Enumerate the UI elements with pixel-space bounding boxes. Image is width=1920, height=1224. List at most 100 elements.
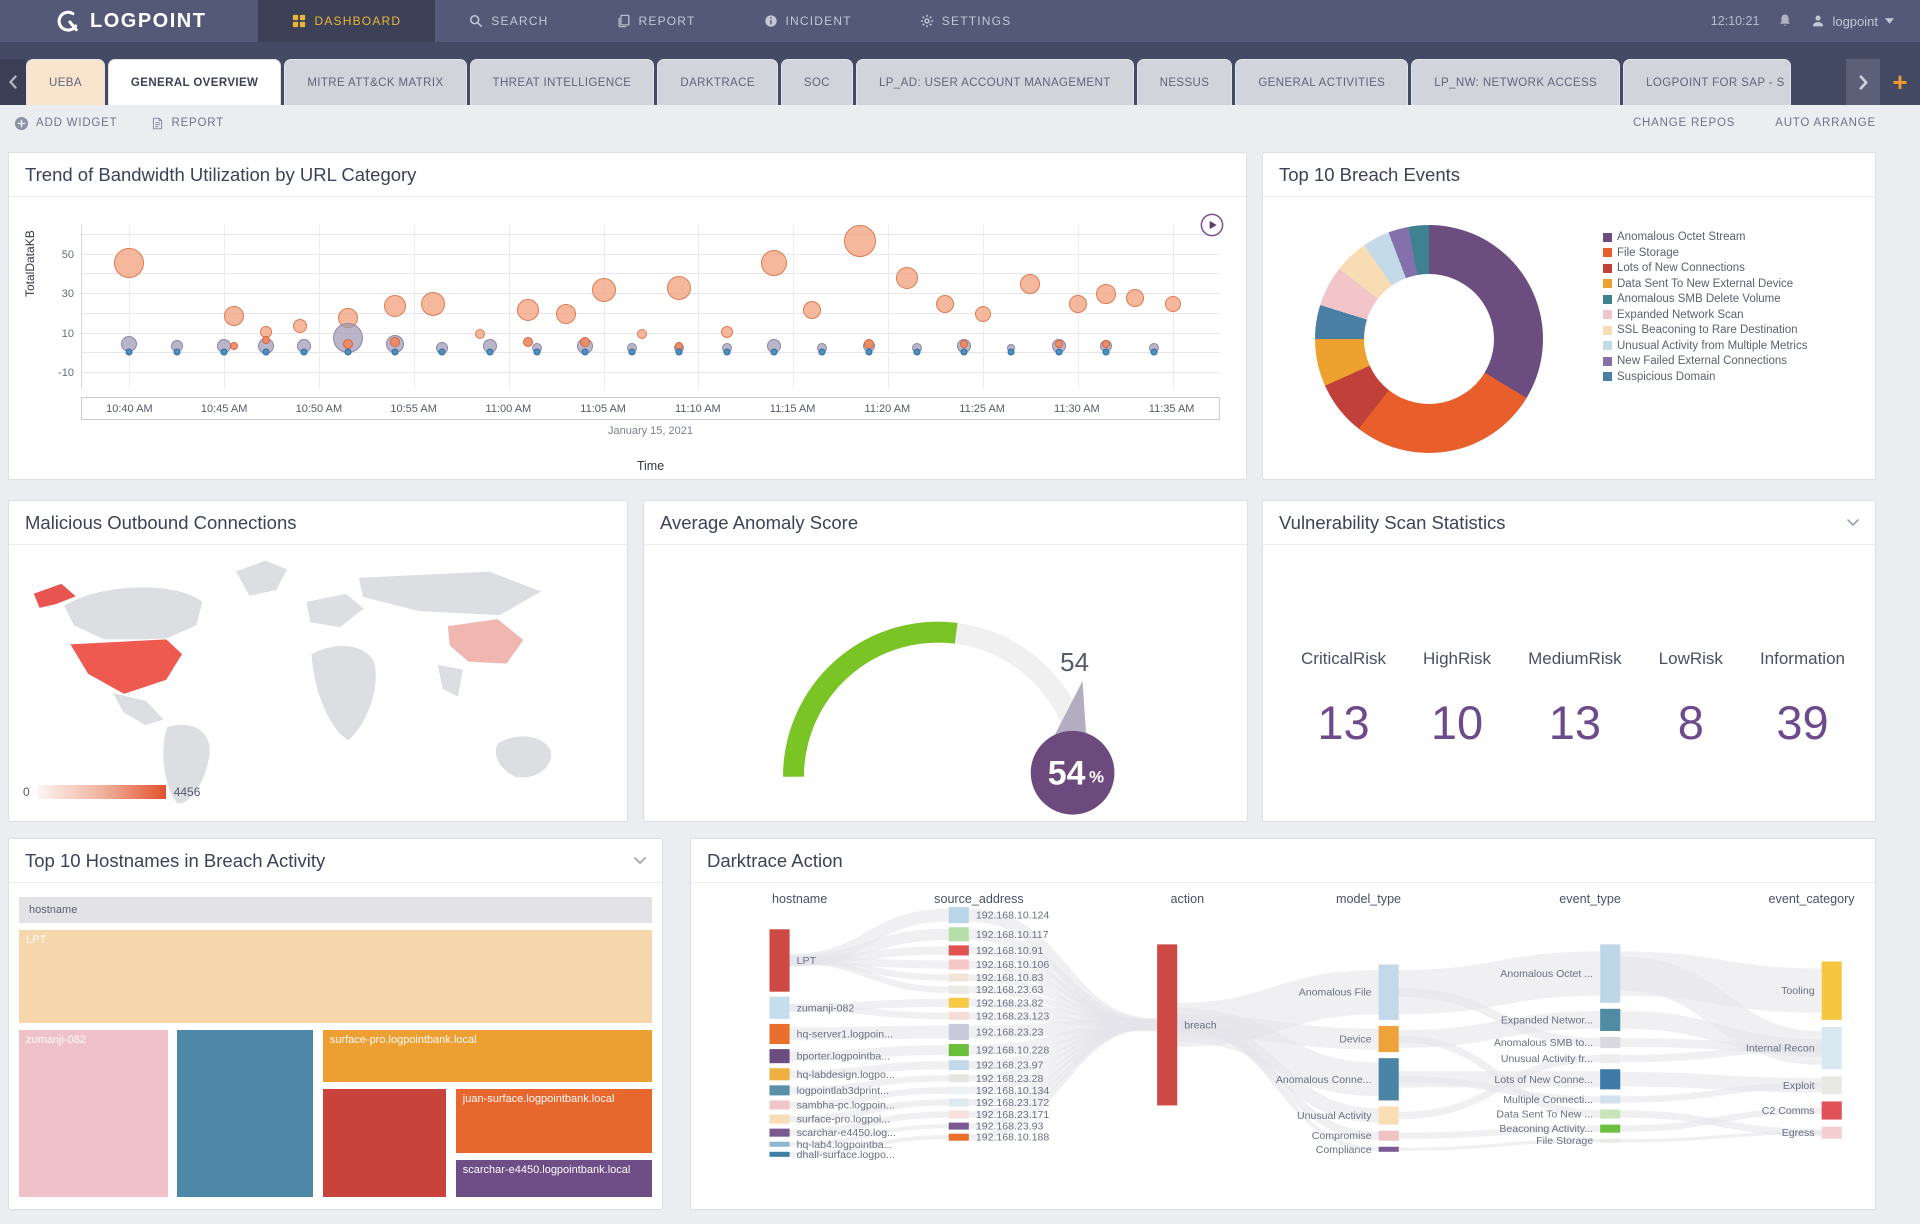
bubble-high-bandwidth[interactable] [667,276,692,301]
bubble-spot[interactable] [1054,339,1063,348]
bubble-high-bandwidth[interactable] [223,305,244,326]
bubble-low-bandwidth[interactable] [1007,348,1015,356]
bubble-high-bandwidth[interactable] [114,247,145,278]
sankey-node-internal-recon[interactable] [1821,1026,1842,1070]
add-dashboard-button[interactable]: + [1892,66,1908,97]
sankey-node-exploit[interactable] [1821,1076,1842,1095]
tab-ueba[interactable]: UEBA [26,59,105,105]
tab-lp-nw-network-access[interactable]: LP_NW: NETWORK ACCESS [1411,59,1621,105]
bubble-low-bandwidth[interactable] [675,348,683,356]
sankey-node-192-168-23-82[interactable] [948,997,969,1008]
bubble-low-bandwidth[interactable] [391,348,399,356]
tab-soc[interactable]: SOC [780,59,854,105]
report-button[interactable]: REPORT [151,116,224,131]
bubble-high-bandwidth[interactable] [843,224,876,257]
bubble-low-bandwidth[interactable] [262,348,270,356]
bubble-high-bandwidth[interactable] [636,328,647,339]
bubble-high-bandwidth[interactable] [1164,296,1181,313]
sankey-node-192-168-10-106[interactable] [948,959,969,970]
nav-item-dashboard[interactable]: DASHBOARD [258,0,436,42]
sankey-node-data-sent-to-new[interactable] [1600,1109,1621,1119]
bubble-high-bandwidth[interactable] [935,295,954,314]
sankey-node-logpointlab3dprint[interactable] [769,1085,790,1096]
bubble-high-bandwidth[interactable] [1096,284,1117,305]
bubble-low-bandwidth[interactable] [913,348,921,356]
tab-lp-ad-user-account-management[interactable]: LP_AD: USER ACCOUNT MANAGEMENT [856,59,1134,105]
bubble-spot[interactable] [864,338,875,349]
bubble-high-bandwidth[interactable] [974,305,991,322]
bubble-low-bandwidth[interactable] [125,348,133,356]
bubble-low-bandwidth[interactable] [628,348,636,356]
bubble-low-bandwidth[interactable] [300,348,308,356]
sankey-node-anomalous-conne[interactable] [1378,1058,1399,1101]
logpoint-logo[interactable]: LOGPOINT [0,0,258,42]
bubble-spot[interactable] [229,341,238,350]
sankey-node-192-168-23-171[interactable] [948,1110,969,1119]
bubble-high-bandwidth[interactable] [896,267,919,290]
bubble-high-bandwidth[interactable] [293,318,308,333]
bubble-high-bandwidth[interactable] [383,295,406,318]
bubble-low-bandwidth[interactable] [960,348,968,356]
tabs-scroll-right-button[interactable] [1846,59,1880,105]
sankey-node-compliance[interactable] [1378,1146,1399,1152]
sankey-node-unusual-activity[interactable] [1378,1106,1399,1125]
chevron-down-icon[interactable] [634,857,646,864]
chevron-down-icon[interactable] [1847,519,1859,526]
sankey-node-hq-lab4-logpointba[interactable] [769,1141,790,1147]
sankey-node-c2-comms[interactable] [1821,1101,1842,1120]
bubble-low-bandwidth[interactable] [1102,348,1110,356]
add-widget-button[interactable]: ADD WIDGET [14,116,117,131]
bubble-high-bandwidth[interactable] [420,292,445,317]
sankey-node-192-168-23-28[interactable] [948,1074,969,1083]
sankey-node-surface-pro-logpoi[interactable] [769,1114,790,1124]
sankey-node-device[interactable] [1378,1025,1399,1053]
tab-general-overview[interactable]: GENERAL OVERVIEW [107,59,282,105]
bubble-high-bandwidth[interactable] [475,328,486,339]
bubble-spot[interactable] [1102,339,1111,348]
bubble-low-bandwidth[interactable] [770,348,778,356]
sankey-node-unusual-activity-fr[interactable] [1600,1054,1621,1064]
bubble-low-bandwidth[interactable] [1055,348,1063,356]
tab-general-activities[interactable]: GENERAL ACTIVITIES [1235,59,1409,105]
sankey-node-anomalous-file[interactable] [1378,964,1399,1020]
sankey-node-lpt[interactable] [769,929,790,992]
sankey-node-scarchar-e4450-log[interactable] [769,1128,790,1137]
bubble-spot[interactable] [579,336,590,347]
sankey-node-lots-of-new-conne[interactable] [1600,1069,1621,1090]
bubble-low-bandwidth[interactable] [344,348,352,356]
bubble-low-bandwidth[interactable] [723,348,731,356]
sankey-node-hq-server1-logpoin[interactable] [769,1023,790,1045]
nav-item-search[interactable]: SEARCH [435,0,582,42]
sankey-node-192-168-10-188[interactable] [948,1133,969,1141]
treemap-block-zumanji-082[interactable]: zumanji-082 [19,1030,168,1197]
bubble-spot[interactable] [522,336,533,347]
bubble-high-bandwidth[interactable] [1020,274,1041,295]
bubble-low-bandwidth[interactable] [1150,348,1158,356]
auto-arrange-button[interactable]: AUTO ARRANGE [1775,117,1876,129]
sankey-node-hq-labdesign-logpo[interactable] [769,1068,790,1081]
bubble-spot[interactable] [261,335,270,344]
sankey-node-multiple-connecti[interactable] [1600,1095,1621,1104]
bubble-low-bandwidth[interactable] [865,348,873,356]
tabs-scroll-left-button[interactable] [0,59,26,105]
bubble-high-bandwidth[interactable] [720,325,733,338]
sankey-node-expanded-networ[interactable] [1600,1008,1621,1031]
tab-logpoint-for-sap-s[interactable]: LOGPOINT FOR SAP - S [1623,59,1792,105]
sankey-node-192-168-10-228[interactable] [948,1044,969,1057]
sankey-node-192-168-23-97[interactable] [948,1060,969,1071]
bubble-high-bandwidth[interactable] [761,249,788,276]
treemap-block-juan-surface-logpointbank-local[interactable]: juan-surface.logpointbank.local [455,1088,652,1153]
bubble-low-bandwidth[interactable] [818,348,826,356]
sankey-node-192-168-10-91[interactable] [948,945,969,956]
sankey-node-192-168-23-123[interactable] [948,1011,969,1020]
sankey-node-192-168-10-83[interactable] [948,973,969,982]
nav-item-incident[interactable]: INCIDENT [730,0,886,42]
sankey-node-sambha-pc-logpoin[interactable] [769,1100,790,1110]
sankey-node-tooling[interactable] [1821,961,1842,1020]
user-menu[interactable]: logpoint [1811,14,1894,29]
bubble-spot[interactable] [959,339,968,348]
treemap-block-lpt[interactable]: LPT [19,930,652,1024]
tab-threat-intelligence[interactable]: THREAT INTELLIGENCE [469,59,655,105]
bubble-low-bandwidth[interactable] [486,348,494,356]
bubble-spot[interactable] [342,338,353,349]
